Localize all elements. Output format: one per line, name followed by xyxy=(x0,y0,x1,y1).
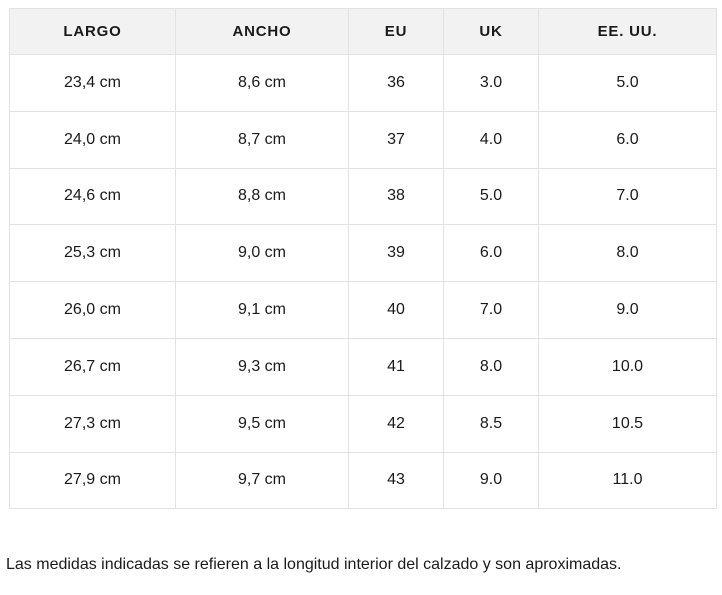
cell-us: 9.0 xyxy=(538,281,717,339)
cell-largo: 25,3 cm xyxy=(9,224,176,283)
cell-uk: 6.0 xyxy=(443,224,539,283)
table-row: 26,7 cm 9,3 cm 41 8.0 10.0 xyxy=(9,337,717,396)
header-cell-eu: EU xyxy=(348,8,444,55)
cell-uk: 7.0 xyxy=(443,281,539,339)
cell-largo: 27,9 cm xyxy=(9,451,176,510)
cell-ancho: 9,5 cm xyxy=(175,394,349,453)
table-row: 27,3 cm 9,5 cm 42 8.5 10.5 xyxy=(9,394,717,453)
cell-eu: 36 xyxy=(348,54,444,112)
cell-us: 8.0 xyxy=(538,224,717,283)
cell-uk: 8.5 xyxy=(443,394,539,453)
header-row: LARGO ANCHO EU UK EE. UU. xyxy=(9,8,717,55)
cell-eu: 40 xyxy=(348,281,444,339)
cell-eu: 39 xyxy=(348,224,444,283)
table-row: 24,0 cm 8,7 cm 37 4.0 6.0 xyxy=(9,110,717,169)
cell-us: 10.5 xyxy=(538,394,717,453)
cell-uk: 3.0 xyxy=(443,54,539,112)
cell-eu: 43 xyxy=(348,451,444,510)
cell-largo: 24,0 cm xyxy=(9,110,176,169)
header-cell-ancho: ANCHO xyxy=(175,8,349,55)
cell-us: 5.0 xyxy=(538,54,717,112)
cell-largo: 27,3 cm xyxy=(9,394,176,453)
cell-largo: 26,7 cm xyxy=(9,337,176,396)
table-row: 26,0 cm 9,1 cm 40 7.0 9.0 xyxy=(9,281,717,339)
cell-ancho: 9,0 cm xyxy=(175,224,349,283)
cell-uk: 8.0 xyxy=(443,337,539,396)
cell-us: 11.0 xyxy=(538,451,717,510)
measurement-disclaimer: Las medidas indicadas se refieren a la l… xyxy=(6,556,622,573)
cell-ancho: 9,7 cm xyxy=(175,451,349,510)
cell-eu: 42 xyxy=(348,394,444,453)
cell-ancho: 9,3 cm xyxy=(175,337,349,396)
cell-ancho: 8,6 cm xyxy=(175,54,349,112)
cell-largo: 23,4 cm xyxy=(9,54,176,112)
table-row: 24,6 cm 8,8 cm 38 5.0 7.0 xyxy=(9,167,717,226)
cell-uk: 5.0 xyxy=(443,167,539,226)
cell-ancho: 8,8 cm xyxy=(175,167,349,226)
cell-uk: 4.0 xyxy=(443,110,539,169)
cell-ancho: 8,7 cm xyxy=(175,110,349,169)
cell-largo: 24,6 cm xyxy=(9,167,176,226)
size-conversion-table: LARGO ANCHO EU UK EE. UU. 23,4 cm 8,6 cm… xyxy=(9,8,717,510)
table-row: 27,9 cm 9,7 cm 43 9.0 11.0 xyxy=(9,451,717,510)
cell-us: 6.0 xyxy=(538,110,717,169)
cell-ancho: 9,1 cm xyxy=(175,281,349,339)
cell-eu: 38 xyxy=(348,167,444,226)
cell-eu: 37 xyxy=(348,110,444,169)
table-row: 23,4 cm 8,6 cm 36 3.0 5.0 xyxy=(9,54,717,112)
cell-largo: 26,0 cm xyxy=(9,281,176,339)
cell-us: 10.0 xyxy=(538,337,717,396)
header-cell-uk: UK xyxy=(443,8,539,55)
cell-eu: 41 xyxy=(348,337,444,396)
cell-us: 7.0 xyxy=(538,167,717,226)
header-cell-us: EE. UU. xyxy=(538,8,717,55)
cell-uk: 9.0 xyxy=(443,451,539,510)
table-row: 25,3 cm 9,0 cm 39 6.0 8.0 xyxy=(9,224,717,283)
size-guide-page: LARGO ANCHO EU UK EE. UU. 23,4 cm 8,6 cm… xyxy=(0,8,722,595)
header-cell-largo: LARGO xyxy=(9,8,176,55)
